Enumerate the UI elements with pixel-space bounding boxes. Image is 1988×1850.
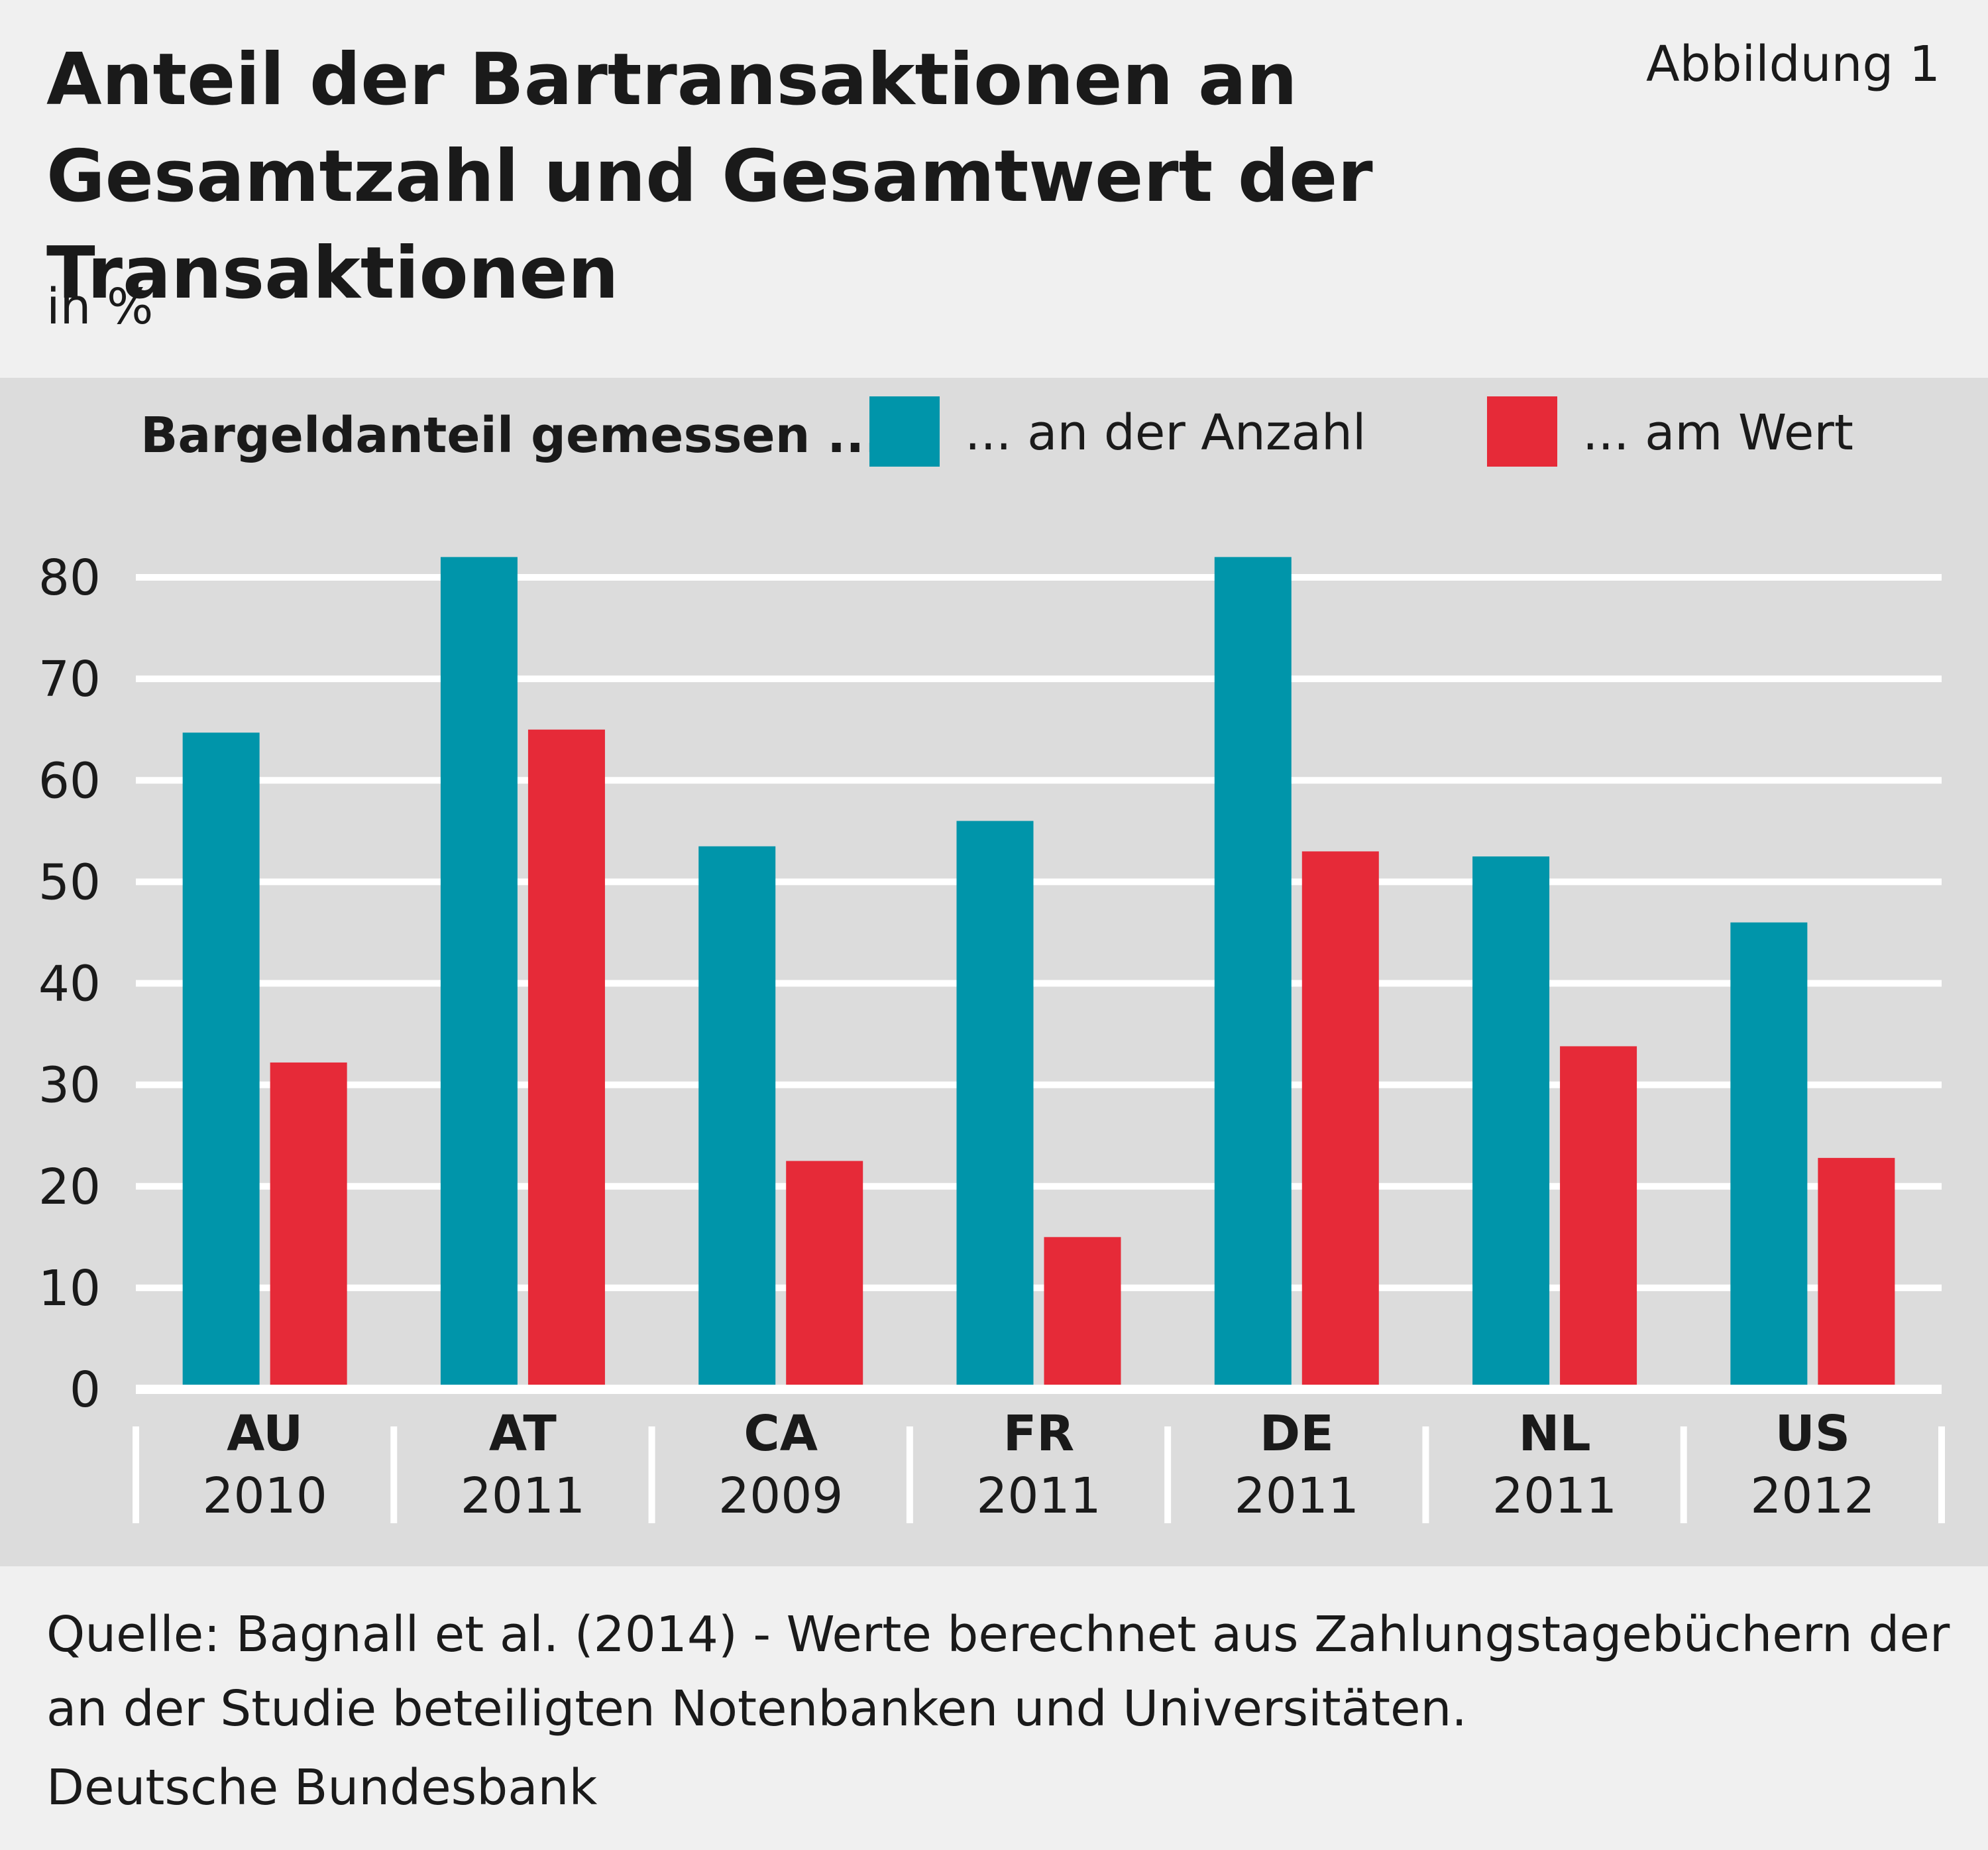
bar-us-wert <box>1818 1157 1895 1389</box>
bar-au-wert <box>270 1062 347 1389</box>
legend: Bargeldanteil gemessen ... ... an der An… <box>140 396 1853 467</box>
bar-nl-wert <box>1560 1046 1637 1389</box>
bar-de-anzahl <box>1214 557 1292 1389</box>
x-tick-label: US <box>1775 1405 1850 1462</box>
bar-ca-wert <box>786 1161 863 1389</box>
chart-panel: Bargeldanteil gemessen ... ... an der An… <box>0 378 1988 1566</box>
bar-fr-wert <box>1044 1237 1121 1389</box>
x-tick-year-label: 2010 <box>202 1468 327 1525</box>
legend-swatch-anzahl <box>869 396 940 467</box>
legend-title: Bargeldanteil gemessen ... <box>140 407 883 464</box>
y-tick-label: 50 <box>38 854 101 911</box>
bar-nl-anzahl <box>1472 856 1550 1389</box>
x-tick-label: NL <box>1519 1405 1591 1462</box>
bars <box>182 557 1895 1389</box>
x-tick-label: AU <box>227 1405 303 1462</box>
y-tick-label: 80 <box>38 549 101 607</box>
gridlines <box>136 574 1942 1291</box>
chart-svg: Bargeldanteil gemessen ... ... an der An… <box>38 396 1945 1525</box>
legend-swatch-wert <box>1487 396 1557 467</box>
y-tick-label: 30 <box>38 1057 101 1114</box>
bar-us-anzahl <box>1730 922 1808 1389</box>
bar-de-wert <box>1301 851 1379 1389</box>
legend-label-anzahl: ... an der Anzahl <box>965 404 1366 461</box>
y-axis: 0 10 20 30 40 50 60 70 80 <box>38 549 101 1418</box>
chart-title: Anteil der Bartransaktionen an Gesamtzah… <box>46 38 1373 315</box>
x-tick-label: AT <box>489 1405 557 1462</box>
publisher: Deutsche Bundesbank <box>46 1759 598 1816</box>
y-tick-label: 10 <box>38 1260 101 1317</box>
x-axis <box>133 1385 1945 1523</box>
x-tick-label: FR <box>1003 1405 1075 1462</box>
y-tick-label: 60 <box>38 752 101 809</box>
x-tick-year-label: 2011 <box>976 1468 1101 1525</box>
y-tick-label: 70 <box>38 651 101 708</box>
x-tick-year-label: 2011 <box>1492 1468 1617 1525</box>
x-tick-year-label: 2011 <box>461 1468 585 1525</box>
x-tick-label: DE <box>1260 1405 1334 1462</box>
x-tick-year-label: 2011 <box>1235 1468 1359 1525</box>
y-tick-label: 20 <box>38 1159 101 1216</box>
y-tick-label: 0 <box>70 1361 101 1418</box>
x-tick-labels: AU 2010 AT 2011 CA 2009 FR 2011 DE 2011 NL 2011 US 20… <box>202 1405 1875 1525</box>
x-tick-label: CA <box>744 1405 818 1462</box>
legend-label-wert: ... am Wert <box>1582 404 1853 461</box>
bar-au-anzahl <box>182 732 260 1389</box>
unit-label: in % <box>46 278 154 335</box>
x-tick-year-label: 2012 <box>1750 1468 1875 1525</box>
source-note: Quelle: Bagnall et al. (2014) - Werte be… <box>46 1606 1950 1737</box>
x-tick-year-label: 2009 <box>718 1468 843 1525</box>
y-tick-label: 40 <box>38 956 101 1013</box>
bar-at-anzahl <box>440 557 518 1389</box>
bar-at-wert <box>527 729 605 1389</box>
bar-ca-anzahl <box>698 846 776 1389</box>
figure-label: Abbildung 1 <box>1645 36 1940 93</box>
bar-fr-anzahl <box>956 821 1034 1389</box>
